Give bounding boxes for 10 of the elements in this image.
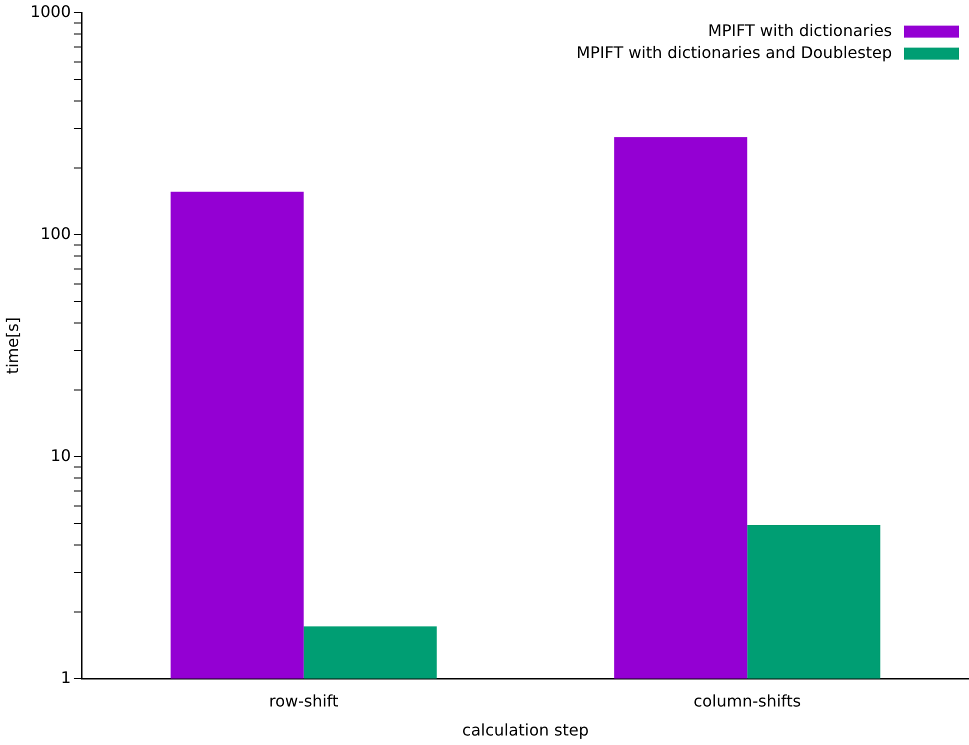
legend-label: MPIFT with dictionaries and Doublestep xyxy=(576,42,892,62)
x-tick-label: row-shift xyxy=(268,691,338,710)
y-axis-title: time[s] xyxy=(2,317,22,374)
y-tick-label: 100 xyxy=(40,224,71,243)
x-axis-title: calculation step xyxy=(462,720,589,740)
y-tick-label: 1000 xyxy=(30,2,71,21)
y-tick-label: 1 xyxy=(60,668,71,687)
x-tick-label: column-shifts xyxy=(693,691,802,710)
legend-label: MPIFT with dictionaries xyxy=(708,20,892,40)
y-tick-label: 10 xyxy=(50,446,71,465)
